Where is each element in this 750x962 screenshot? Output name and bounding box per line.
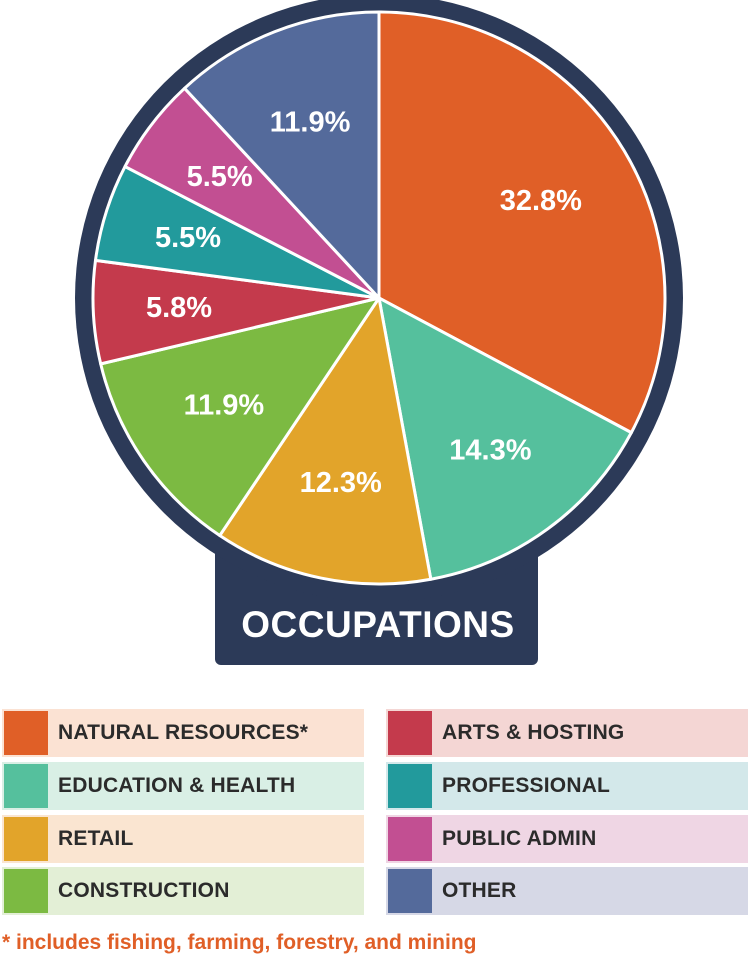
legend-label: PUBLIC ADMIN <box>442 827 597 850</box>
legend-swatch <box>388 711 432 755</box>
legend-swatch <box>388 764 432 808</box>
legend-label: CONSTRUCTION <box>58 879 230 902</box>
data-label-construction: 11.9% <box>184 390 265 422</box>
legend-item-natural-resources: NATURAL RESOURCES* <box>2 709 364 757</box>
pie-chart: 32.8% 14.3% 12.3% 11.9% 5.8% 5.5% 5.5% 11.9% OCC… <box>75 0 683 665</box>
legend-swatch <box>388 817 432 861</box>
data-label-professional: 5.5% <box>155 222 221 254</box>
data-label-public-admin: 5.5% <box>187 161 253 193</box>
pie-slice-education-health <box>377 296 633 581</box>
data-label-other: 11.9% <box>270 106 351 138</box>
legend-item-other: OTHER <box>386 867 748 915</box>
legend-item-retail: RETAIL <box>2 815 364 863</box>
legend-swatch <box>4 711 48 755</box>
chart-title: OCCUPATIONS <box>241 604 514 645</box>
legend-item-arts-hosting: ARTS & HOSTING <box>386 709 748 757</box>
data-label-natural-resources: 32.8% <box>500 185 582 217</box>
pie-slice-retail <box>218 296 433 586</box>
legend-label: PROFESSIONAL <box>442 774 611 797</box>
data-label-retail: 12.3% <box>300 467 382 499</box>
footnote: * includes fishing, farming, forestry, a… <box>2 931 477 954</box>
legend-label: RETAIL <box>58 827 134 850</box>
legend-swatch <box>4 869 48 913</box>
legend-item-construction: CONSTRUCTION <box>2 867 364 915</box>
legend-swatch <box>388 869 432 913</box>
legend-label: EDUCATION & HEALTH <box>58 774 296 797</box>
legend-swatch <box>4 764 48 808</box>
legend-label: NATURAL RESOURCES* <box>58 721 309 744</box>
pie-slice-natural-resources <box>377 10 667 435</box>
pie-chart-svg: 32.8% 14.3% 12.3% 11.9% 5.8% 5.5% 5.5% 11.9% OCC… <box>75 0 683 665</box>
pie-slice-other <box>183 10 381 300</box>
data-label-education-health: 14.3% <box>449 434 531 466</box>
legend-item-public-admin: PUBLIC ADMIN <box>386 815 748 863</box>
legend-label: OTHER <box>442 879 517 902</box>
data-label-arts-hosting: 5.8% <box>146 292 212 324</box>
legend-item-professional: PROFESSIONAL <box>386 762 748 810</box>
legend-swatch <box>4 817 48 861</box>
legend-item-education-health: EDUCATION & HEALTH <box>2 762 364 810</box>
legend-label: ARTS & HOSTING <box>442 721 625 744</box>
pie-slice-construction <box>99 296 381 538</box>
